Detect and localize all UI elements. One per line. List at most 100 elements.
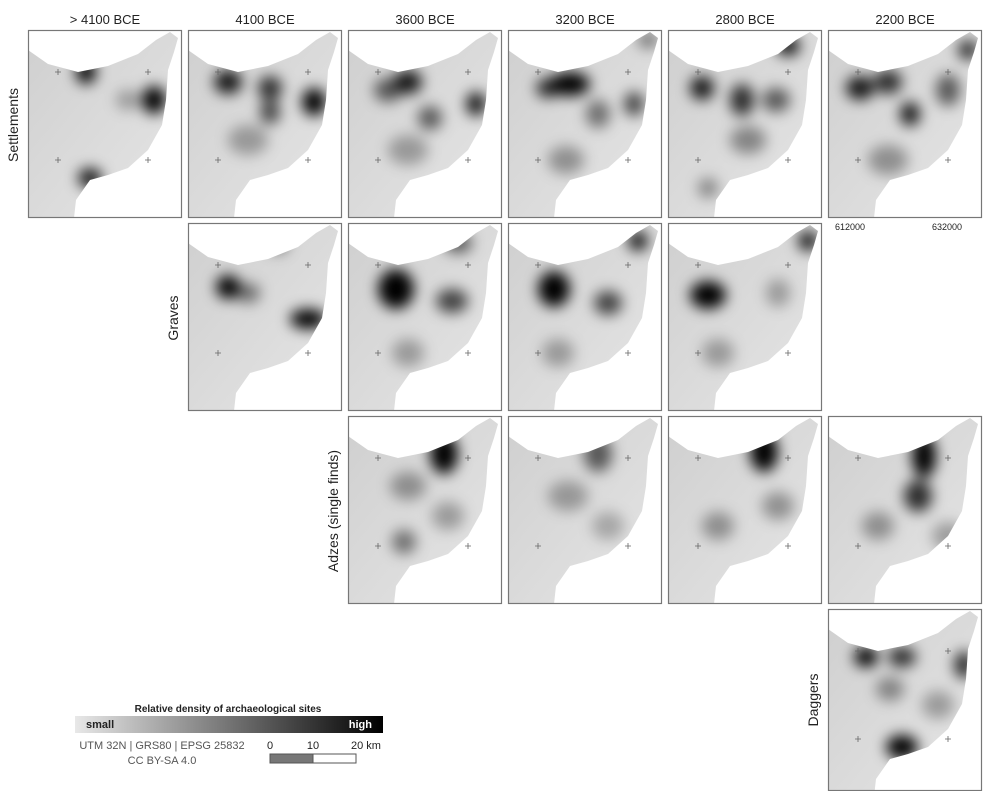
map-panel	[347, 222, 503, 412]
density	[536, 32, 658, 174]
graticule-cross	[625, 157, 631, 163]
graticule-cross	[535, 350, 541, 356]
graticule-cross	[535, 455, 541, 461]
graticule-cross	[785, 455, 791, 461]
map-panel	[187, 29, 343, 219]
graticule-cross	[785, 262, 791, 268]
graticule-cross	[625, 69, 631, 75]
legend-low: small	[86, 719, 114, 731]
coord-label: 612000	[835, 222, 865, 232]
density-hotspot	[592, 512, 624, 540]
density-hotspot	[846, 76, 874, 100]
density-hotspot	[542, 339, 574, 367]
column-header: 2200 BCE	[875, 12, 935, 27]
graticule-cross	[695, 262, 701, 268]
density	[216, 233, 326, 329]
map-panel	[507, 29, 663, 219]
density-hotspot	[374, 78, 402, 102]
map-panel	[27, 29, 183, 219]
map-panel	[347, 415, 503, 605]
graticule-cross	[215, 350, 221, 356]
graticule-cross	[855, 455, 861, 461]
graticule-cross	[855, 543, 861, 549]
density-hotspot	[392, 339, 424, 367]
density-hotspot	[548, 481, 588, 511]
density-hotspot	[538, 271, 570, 307]
graticule-cross	[855, 69, 861, 75]
graticule-cross	[465, 455, 471, 461]
density-hotspot	[876, 677, 904, 701]
graticule-cross	[465, 262, 471, 268]
density-hotspot	[886, 735, 918, 759]
graticule-cross	[945, 69, 951, 75]
panel-border	[347, 29, 503, 219]
density	[690, 231, 818, 367]
row-label: Adzes (single finds)	[325, 450, 341, 572]
panel-border	[27, 29, 183, 219]
graticule-cross	[465, 157, 471, 163]
density-hotspot	[730, 84, 754, 116]
graticule-cross	[625, 262, 631, 268]
density-hotspot	[690, 281, 726, 309]
graticule-cross	[375, 455, 381, 461]
density-hotspot	[550, 72, 590, 96]
graticule-cross	[55, 157, 61, 163]
scale-label: 0	[267, 740, 273, 752]
panel-border	[667, 29, 823, 219]
graticule-cross	[695, 543, 701, 549]
graticule-cross	[215, 262, 221, 268]
graticule-cross	[375, 543, 381, 549]
panel-border	[507, 29, 663, 219]
density	[390, 434, 464, 554]
legend: Relative density of archaeological sites…	[75, 704, 383, 767]
graticule-cross	[465, 350, 471, 356]
density-hotspot	[888, 647, 916, 667]
density-hotspot	[228, 125, 268, 155]
density-hotspot	[216, 275, 240, 299]
map-panel	[667, 29, 823, 219]
column-header: 3600 BCE	[395, 12, 455, 27]
graticule-cross	[855, 157, 861, 163]
graticule-cross	[305, 262, 311, 268]
map-panel	[827, 29, 983, 219]
density-hotspot	[548, 146, 584, 174]
graticule-cross	[305, 157, 311, 163]
density-hotspot	[690, 76, 714, 100]
density-hotspot	[702, 512, 734, 540]
density-hotspot	[730, 126, 766, 154]
density-hotspot	[904, 480, 932, 512]
panel-border	[347, 222, 503, 412]
density-hotspot	[900, 102, 920, 126]
panel-border	[187, 29, 343, 219]
panel-border	[827, 29, 983, 219]
density-hotspot	[214, 70, 242, 94]
graticule-cross	[535, 69, 541, 75]
density-hotspot	[762, 492, 794, 520]
density-hotspot	[418, 106, 442, 130]
column-header: 4100 BCE	[235, 12, 295, 27]
graticule-cross	[695, 350, 701, 356]
density-hotspot	[874, 70, 902, 94]
density-hotspot	[936, 74, 960, 106]
map-panel	[667, 415, 823, 605]
graticule-cross	[535, 157, 541, 163]
graticule-cross	[375, 69, 381, 75]
column-header: 3200 BCE	[555, 12, 615, 27]
graticule-cross	[305, 69, 311, 75]
density-hotspot	[868, 145, 908, 175]
graticule-cross	[625, 350, 631, 356]
density-hotspot	[702, 339, 734, 367]
density	[854, 647, 974, 759]
graticule-cross	[695, 157, 701, 163]
legend-high: high	[349, 719, 372, 731]
density	[690, 36, 800, 198]
row-label: Settlements	[5, 88, 21, 162]
graticule-cross	[945, 648, 951, 654]
graticule-cross	[945, 543, 951, 549]
scale-label: 20 km	[351, 740, 381, 752]
graticule-cross	[375, 350, 381, 356]
density-hotspot	[624, 92, 644, 116]
density-hotspot	[432, 502, 464, 530]
density	[214, 70, 326, 155]
panel-border	[667, 415, 823, 605]
